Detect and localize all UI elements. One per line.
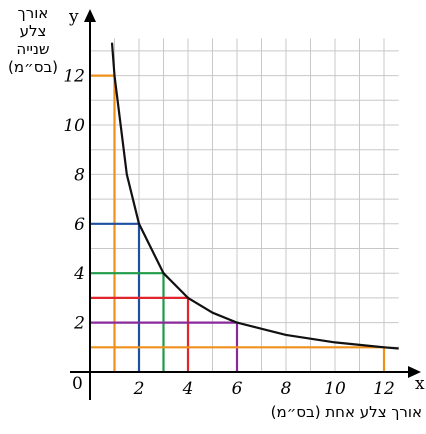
- y-tick-label: 2: [73, 314, 85, 334]
- y-tick-label: 6: [74, 215, 85, 235]
- x-axis-arrow: [408, 366, 421, 378]
- x-tick-label: 8: [281, 379, 292, 399]
- axes: [70, 9, 421, 400]
- x-tick-label: 12: [373, 379, 395, 399]
- y-tick-label: 10: [63, 116, 85, 136]
- x-tick-label: 4: [182, 379, 194, 399]
- y-axis-arrow: [84, 9, 96, 22]
- y-axis-title-line: אורך: [17, 4, 49, 22]
- x-axis-symbol: x: [415, 374, 425, 394]
- x-tick-label: 6: [232, 379, 243, 399]
- y-axis-title-line: שנייה: [16, 40, 50, 58]
- origin-label: 0: [72, 374, 83, 394]
- curve-line: [110, 42, 399, 350]
- tick-labels: 2 4 6 8 10 12 2 4 6 8 10 12: [63, 67, 394, 399]
- y-tick-label: 4: [73, 264, 85, 284]
- y-axis-symbol: y: [68, 7, 79, 27]
- y-tick-label: 8: [74, 165, 85, 185]
- y-tick-label: 12: [63, 67, 85, 87]
- y-axis-title: אורך צלע שנייה (בס״מ): [2, 4, 64, 76]
- x-tick-label: 10: [324, 379, 346, 399]
- y-axis-title-line: (בס״מ): [8, 58, 58, 76]
- y-axis-title-line: צלע: [19, 22, 47, 40]
- x-tick-label: 2: [133, 379, 145, 399]
- curve-layer: [110, 42, 399, 350]
- x-axis-title: אורך צלע אחת (בס״מ): [270, 403, 422, 421]
